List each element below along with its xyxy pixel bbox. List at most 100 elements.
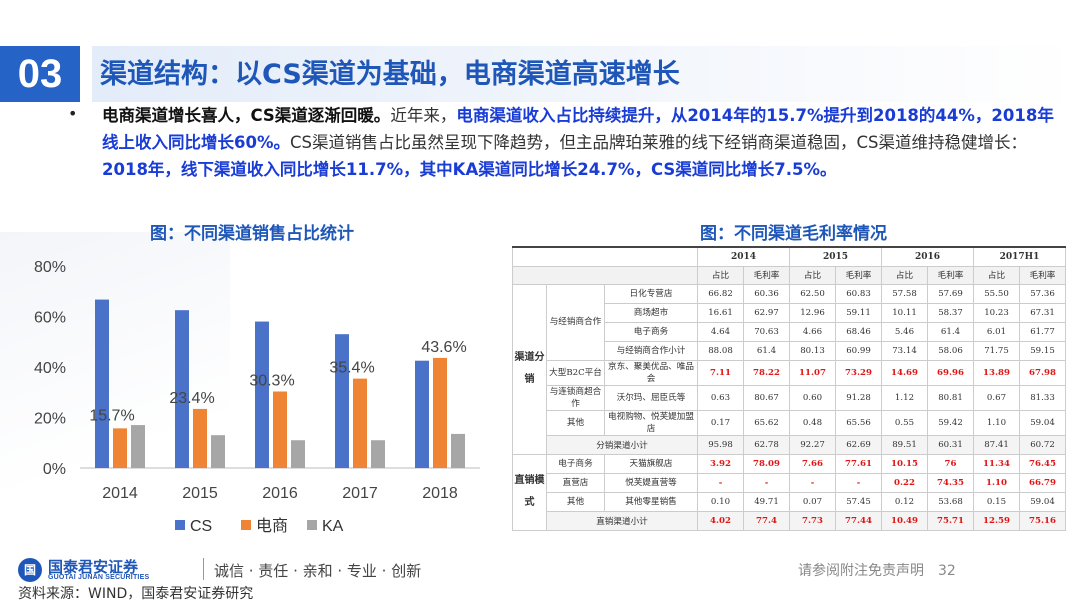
table-cell: 1.12 xyxy=(881,384,928,411)
table-cell: 76 xyxy=(927,453,974,474)
year-header: 2014 xyxy=(697,246,790,267)
row-category: 直营店 xyxy=(546,472,605,493)
table-cell: 0.07 xyxy=(789,491,836,512)
table-cell: 66.79 xyxy=(1018,472,1067,493)
left-chart-caption: 图：不同渠道销售占比统计 xyxy=(150,224,354,244)
table-cell: 65.56 xyxy=(835,409,882,436)
table-cell: 0.15 xyxy=(973,491,1020,512)
table-cell: 76.45 xyxy=(1018,453,1067,474)
table-cell: 5.46 xyxy=(881,321,928,342)
row-category: 其他 xyxy=(546,409,605,436)
table-corner xyxy=(512,246,698,267)
para-highlight-2: 2018年，线下渠道收入同比增长11.7%，其中KA渠道同比增长24.7%，CS… xyxy=(102,160,837,179)
table-cell: - xyxy=(789,472,836,493)
bar-电商 xyxy=(433,357,447,468)
right-table-caption: 图：不同渠道毛利率情况 xyxy=(700,224,887,244)
group-label: 渠道分销 xyxy=(512,283,547,455)
footer-slogan: 诚信 · 责任 · 亲和 · 专业 · 创新 xyxy=(214,562,422,580)
title-bar xyxy=(92,46,1080,102)
table-cell: 75.71 xyxy=(927,510,974,531)
table-cell: 10.23 xyxy=(973,302,1020,323)
table-row: 其他 其他零星销售 0.10 49.71 0.07 57.45 0.12 53.68 0.15 5… xyxy=(513,491,1067,512)
table-cell: 10.15 xyxy=(881,453,928,474)
table-cell: 80.81 xyxy=(927,384,974,411)
x-tick-label: 2015 xyxy=(182,485,218,502)
bar-CS xyxy=(95,299,109,468)
bullet-marker: • xyxy=(68,104,78,123)
table-cell: 0.17 xyxy=(697,409,744,436)
row-subcategory: 电子商务 xyxy=(604,321,698,342)
table-cell: 0.63 xyxy=(697,384,744,411)
table-cell: 10.49 xyxy=(881,510,928,531)
table-cell: 0.60 xyxy=(789,384,836,411)
table-cell: 12.59 xyxy=(973,510,1020,531)
row-subcategory: 沃尔玛、屈臣氏等 xyxy=(604,384,698,411)
table-cell: 60.83 xyxy=(835,283,882,304)
table-cell: 0.55 xyxy=(881,409,928,436)
table-cell: - xyxy=(743,472,790,493)
row-subcategory: 其他零星销售 xyxy=(604,491,698,512)
table-row: 渠道分销 与经销商合作 日化专营店 66.82 60.36 62.50 60.83 57.58… xyxy=(512,283,1067,455)
metric-header: 毛利率 xyxy=(927,265,974,285)
table-cell: 58.37 xyxy=(927,302,974,323)
table-cell: 60.36 xyxy=(743,283,790,304)
bar-KA xyxy=(291,440,305,468)
x-tick-label: 2014 xyxy=(102,485,138,502)
table-cell: 68.46 xyxy=(835,321,882,342)
company-logo: 国 国泰君安证券 GUOTAI JUNAN SECURITIES xyxy=(18,556,208,582)
para-highlight-1: 电商渠道收入占比持续提升，从2014年的15.7%提升到2018的44%，201… xyxy=(102,106,1054,152)
table-cell: 95.98 xyxy=(697,434,744,455)
table-cell: 14.69 xyxy=(881,359,928,386)
table-row: 直销渠道小计 4.02 77.4 7.73 77.44 10.49 75.71 12.59 75… xyxy=(513,510,1067,531)
metric-header: 占比 xyxy=(881,265,928,285)
bar-CS xyxy=(255,321,269,468)
y-tick-label: 80% xyxy=(34,259,66,276)
logo-icon: 国 xyxy=(18,558,42,582)
table-cell: - xyxy=(697,472,744,493)
table-cell: 7.11 xyxy=(697,359,744,386)
section-number: 03 xyxy=(0,46,80,102)
table-cell: 4.64 xyxy=(697,321,744,342)
table-cell: 77.61 xyxy=(835,453,882,474)
data-label: 43.6% xyxy=(421,339,466,356)
table-cell: 89.51 xyxy=(881,434,928,455)
table-cell: 0.22 xyxy=(881,472,928,493)
table-cell: 67.98 xyxy=(1018,359,1067,386)
group-label: 直销模式 xyxy=(512,453,547,531)
table-cell: - xyxy=(835,472,882,493)
row-subtotal-label: 直销渠道小计 xyxy=(546,510,698,531)
table-cell: 77.44 xyxy=(835,510,882,531)
page-title: 渠道结构：以CS渠道为基础，电商渠道高速增长 xyxy=(100,59,680,90)
table-cell: 57.45 xyxy=(835,491,882,512)
x-tick-label: 2018 xyxy=(422,485,458,502)
year-header: 2015 xyxy=(789,246,882,267)
table-cell: 59.11 xyxy=(835,302,882,323)
table-cell: 7.66 xyxy=(789,453,836,474)
footer-divider xyxy=(203,558,204,580)
table-cell: 60.99 xyxy=(835,340,882,361)
table-cell: 87.41 xyxy=(973,434,1020,455)
table-cell: 13.89 xyxy=(973,359,1020,386)
table-cell: 16.61 xyxy=(697,302,744,323)
x-tick-label: 2016 xyxy=(262,485,298,502)
table-cell: 11.07 xyxy=(789,359,836,386)
bar-电商 xyxy=(273,391,287,468)
data-label: 15.7% xyxy=(89,407,134,424)
bar-KA xyxy=(371,440,385,468)
table-cell: 81.33 xyxy=(1018,384,1067,411)
table-cell: 65.62 xyxy=(743,409,790,436)
bar-CS xyxy=(175,310,189,468)
row-subtotal-label: 分销渠道小计 xyxy=(546,434,698,455)
bar-电商 xyxy=(353,378,367,468)
table-cell: 61.4 xyxy=(927,321,974,342)
table-cell: 0.12 xyxy=(881,491,928,512)
table-cell: 74.35 xyxy=(927,472,974,493)
year-header: 2016 xyxy=(881,246,974,267)
x-tick-label: 2017 xyxy=(342,485,378,502)
bar-电商 xyxy=(193,408,207,468)
legend-label: CS xyxy=(190,518,212,535)
data-label: 23.4% xyxy=(169,390,214,407)
table-cell: 61.77 xyxy=(1018,321,1067,342)
table-row: 与连锁商超合作 沃尔玛、屈臣氏等 0.63 80.67 0.60 91.28 1.12 80.… xyxy=(513,384,1067,411)
table-cell: 73.14 xyxy=(881,340,928,361)
